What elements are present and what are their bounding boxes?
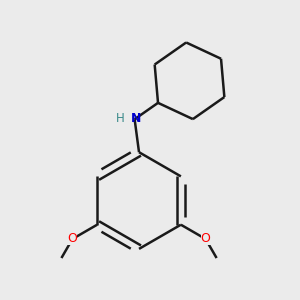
Text: O: O — [68, 232, 77, 245]
Text: H: H — [116, 112, 125, 124]
Text: O: O — [201, 232, 211, 245]
Text: N: N — [130, 112, 141, 124]
